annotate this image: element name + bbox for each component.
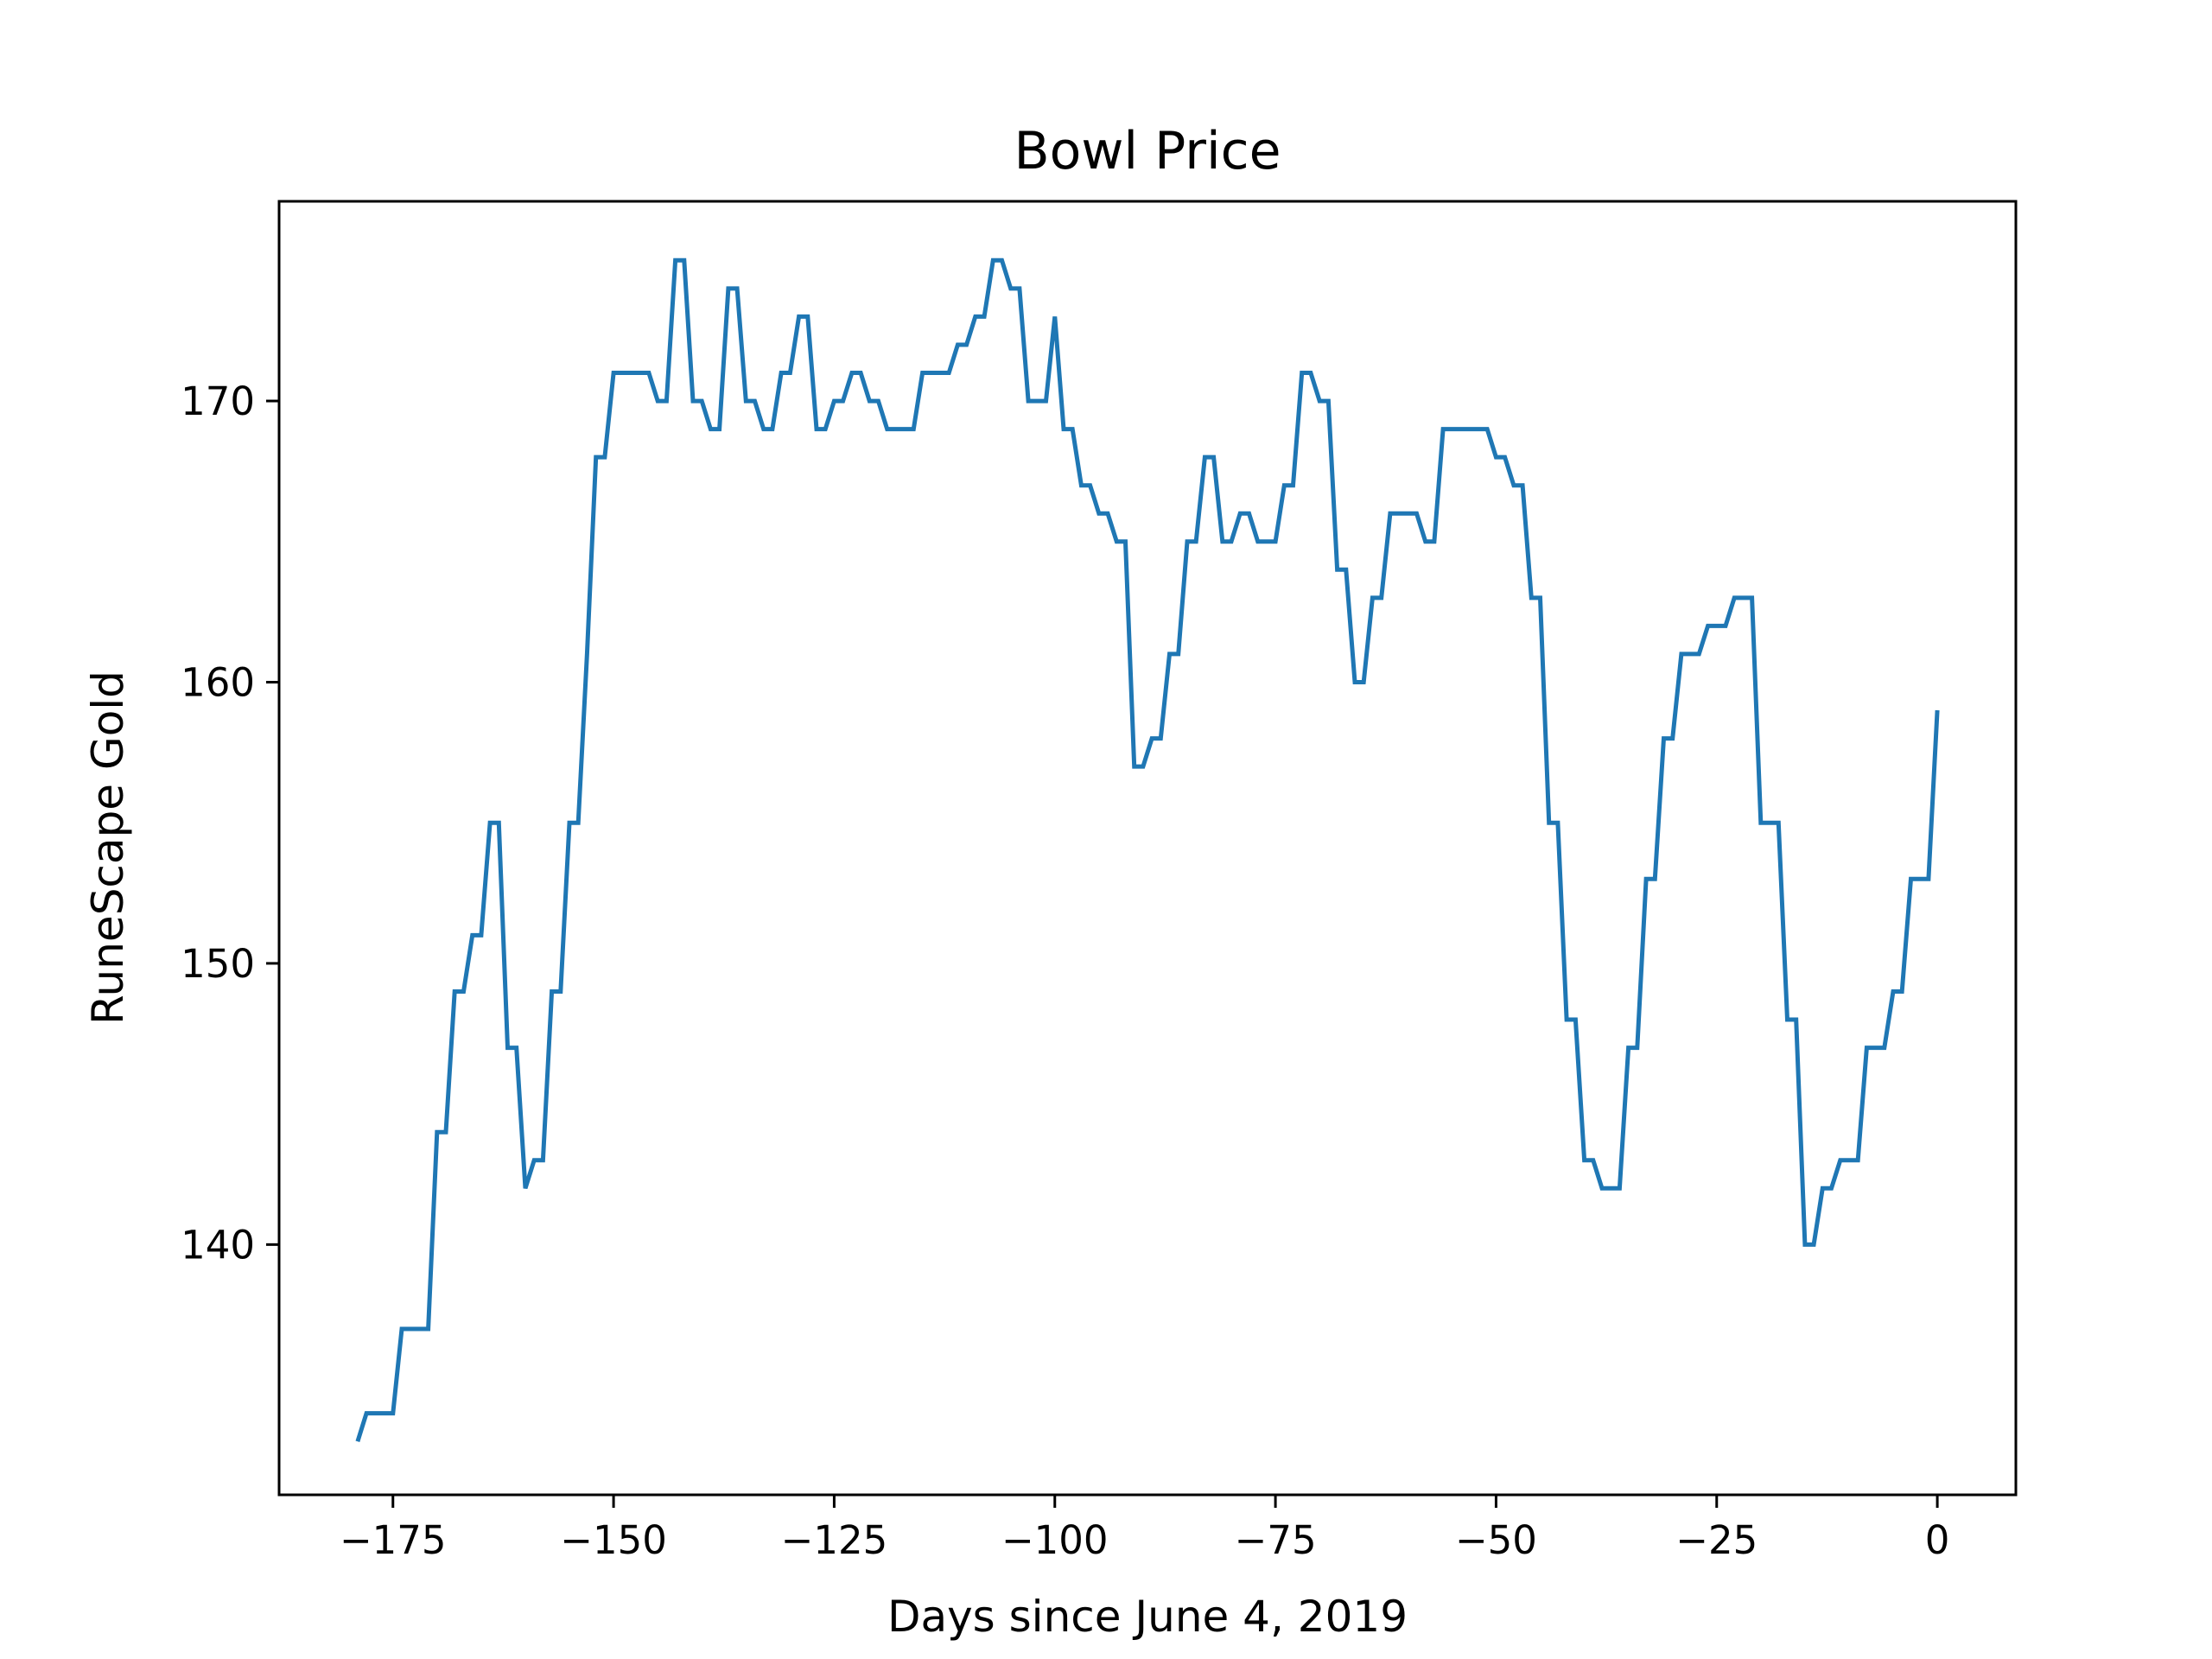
y-tick-label: 150 [181, 941, 255, 987]
x-tick-label: −150 [560, 1517, 667, 1563]
x-axis: −175 −150 −125 −100 −75 −50 −25 0 [340, 1495, 1949, 1563]
y-tick-label: 170 [181, 378, 255, 424]
y-axis: 140 150 160 170 [181, 378, 279, 1268]
x-tick-label: −75 [1235, 1517, 1317, 1563]
y-axis-title: RuneScape Gold [83, 671, 133, 1025]
x-tick-label: −125 [781, 1517, 888, 1563]
y-tick-label: 160 [181, 659, 255, 705]
series-line-0 [355, 257, 1940, 1442]
plot-area [355, 257, 1940, 1442]
axes-frame [277, 200, 2018, 1497]
y-tick-label: 140 [181, 1222, 255, 1268]
x-axis-title: Days since June 4, 2019 [887, 1592, 1408, 1642]
x-tick-label: −100 [1001, 1517, 1109, 1563]
x-tick-label: 0 [1925, 1517, 1950, 1563]
x-tick-label: −175 [340, 1517, 447, 1563]
x-tick-label: −25 [1675, 1517, 1758, 1563]
chart-title: Bowl Price [1014, 121, 1281, 181]
x-tick-label: −50 [1455, 1517, 1537, 1563]
